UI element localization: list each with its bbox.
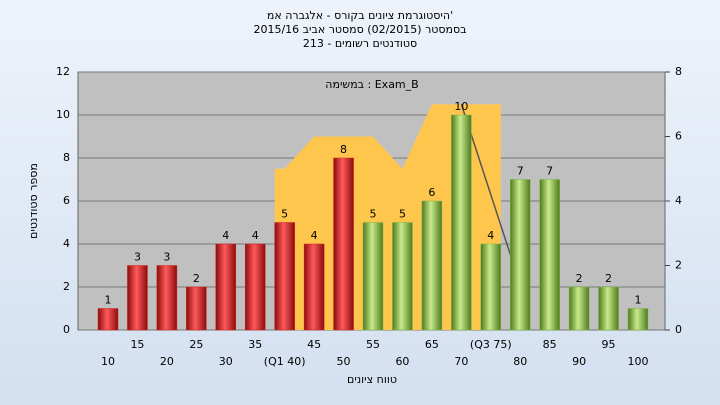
- x-tick-label: 20: [160, 355, 174, 368]
- y2-tick-label: 2: [675, 259, 682, 272]
- data-label: 5: [399, 208, 406, 221]
- bar: [451, 114, 472, 331]
- data-label: 3: [163, 251, 170, 264]
- bar: [186, 286, 207, 331]
- data-label: 3: [134, 251, 141, 264]
- y-tick-label: 4: [63, 237, 70, 250]
- bar: [392, 222, 413, 331]
- bar: [127, 265, 148, 331]
- bar: [568, 286, 590, 331]
- data-label: 5: [281, 208, 288, 221]
- bar: [598, 286, 619, 331]
- x-tick-label: 45: [307, 338, 321, 351]
- x-tick-label: 70: [454, 355, 468, 368]
- bar: [421, 200, 443, 331]
- bar: [362, 222, 384, 331]
- x-tick-label: 55: [366, 338, 380, 351]
- y-tick-label: 12: [56, 65, 70, 78]
- bar: [480, 243, 502, 331]
- x-tick-label: 60: [395, 355, 409, 368]
- bar: [97, 308, 119, 331]
- title-line: סטודנטים רשומים - 213: [303, 37, 417, 50]
- y2-tick-label: 6: [675, 130, 682, 143]
- data-label: 4: [311, 229, 318, 242]
- x-tick-label: (Q1 40): [264, 355, 306, 368]
- bar: [156, 265, 178, 331]
- x-tick-label: 90: [572, 355, 586, 368]
- data-label: 4: [487, 229, 494, 242]
- data-label: 10: [454, 100, 468, 113]
- bar: [539, 179, 560, 331]
- x-tick-label: (Q3 75): [470, 338, 512, 351]
- y2-tick-label: 0: [675, 323, 682, 336]
- bar: [627, 308, 649, 331]
- area: [274, 104, 501, 330]
- x-tick-label: 30: [219, 355, 233, 368]
- x-tick-label: 35: [248, 338, 262, 351]
- y2-tick-label: 4: [675, 194, 682, 207]
- data-label: 1: [635, 294, 642, 307]
- x-tick-label: 100: [628, 355, 649, 368]
- data-label: 1: [105, 294, 112, 307]
- x-tick-label: 50: [337, 355, 351, 368]
- data-label: 4: [222, 229, 229, 242]
- x-tick-label: 25: [189, 338, 203, 351]
- x-tick-label: 15: [130, 338, 144, 351]
- x-tick-label: 80: [513, 355, 527, 368]
- x-tick-label: 95: [602, 338, 616, 351]
- data-label: 2: [576, 272, 583, 285]
- data-label: 2: [193, 272, 200, 285]
- bar: [303, 243, 325, 331]
- y-tick-label: 10: [56, 108, 70, 121]
- data-label: 2: [605, 272, 612, 285]
- bar: [333, 157, 354, 331]
- y2-tick-label: 8: [675, 65, 682, 78]
- data-label: 7: [517, 165, 524, 178]
- y-tick-label: 8: [63, 151, 70, 164]
- y-tick-label: 0: [63, 323, 70, 336]
- data-label: 5: [370, 208, 377, 221]
- x-tick-label: 65: [425, 338, 439, 351]
- title-line: היסטוגרמת ציונים בקורס - אלגברה אמ': [267, 9, 453, 22]
- bar: [509, 179, 531, 331]
- bar: [274, 222, 295, 331]
- x-tick-label: 85: [543, 338, 557, 351]
- bar: [244, 243, 266, 331]
- bar: [215, 243, 237, 331]
- y-tick-label: 2: [63, 280, 70, 293]
- y-tick-label: 6: [63, 194, 70, 207]
- data-label: 6: [428, 186, 435, 199]
- title-line: בסמסטר (02/2015) סמסטר אביב 2015/16: [253, 23, 466, 36]
- data-label: 4: [252, 229, 259, 242]
- data-label: 7: [546, 165, 553, 178]
- data-label: 8: [340, 143, 347, 156]
- y-axis-label: מספר סטודנטים: [27, 163, 40, 239]
- annotation: במשימה : Exam_B: [325, 78, 418, 91]
- x-tick-label: 10: [101, 355, 115, 368]
- x-axis-label: טווח ציונים: [347, 373, 397, 386]
